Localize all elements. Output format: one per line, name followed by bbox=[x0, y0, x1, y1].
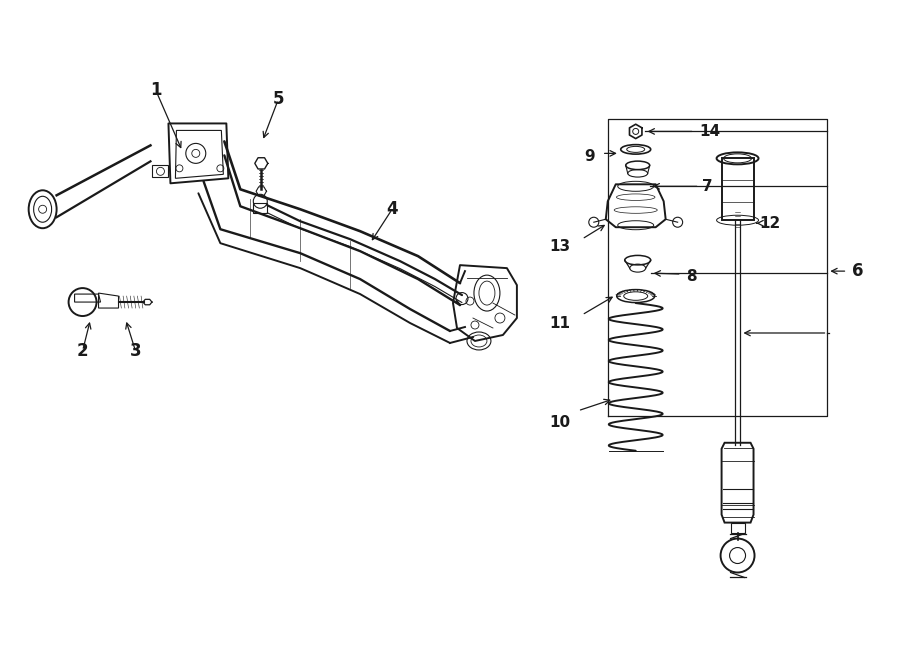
Text: 9: 9 bbox=[584, 149, 595, 164]
Text: 1: 1 bbox=[149, 81, 161, 98]
Text: 4: 4 bbox=[386, 200, 398, 218]
Text: 13: 13 bbox=[549, 239, 571, 254]
Text: 3: 3 bbox=[130, 342, 141, 360]
Text: 10: 10 bbox=[549, 415, 571, 430]
Text: 14: 14 bbox=[699, 124, 720, 139]
Text: 12: 12 bbox=[760, 215, 781, 231]
Text: 6: 6 bbox=[851, 262, 863, 280]
Text: 8: 8 bbox=[687, 268, 697, 284]
Text: 2: 2 bbox=[76, 342, 88, 360]
Text: 7: 7 bbox=[702, 179, 713, 194]
Text: 11: 11 bbox=[549, 315, 571, 330]
Text: 5: 5 bbox=[273, 91, 284, 108]
